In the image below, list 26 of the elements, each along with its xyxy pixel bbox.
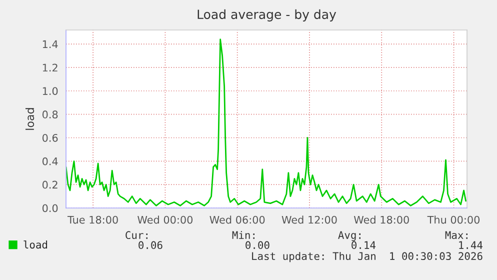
x-tick-label: Wed 06:00 xyxy=(210,216,265,224)
y-tick-label: 1.4 xyxy=(42,40,58,48)
text: Cur: xyxy=(126,231,148,240)
y-tick-label: 0.2 xyxy=(42,180,58,189)
x-tick-label: Wed 00:00 xyxy=(138,216,193,224)
text: 0.00 xyxy=(246,241,270,250)
text: 0.14 xyxy=(352,241,376,250)
legend-label: load xyxy=(24,240,48,249)
y-tick-label: 1.2 xyxy=(42,64,58,72)
y-tick-label: 0.4 xyxy=(42,157,58,166)
x-tick-label: Wed 12:00 xyxy=(282,216,337,224)
x-tick-label: Thu 00:00 xyxy=(427,216,480,224)
y-tick-label: 0.8 xyxy=(42,110,58,118)
y-tick-label: 0.0 xyxy=(42,204,58,212)
x-tick-label: Wed 18:00 xyxy=(354,216,409,224)
text: Last update: Thu Jan 1 00:30:03 2026 xyxy=(252,252,482,262)
text: Min: xyxy=(232,230,254,239)
text: Max: xyxy=(445,231,468,240)
text: 0.06 xyxy=(138,241,162,250)
text: 1.44 xyxy=(459,241,483,249)
y-tick-label: 1.0 xyxy=(42,87,58,95)
y-axis-title: load xyxy=(25,108,34,130)
text: Avg: xyxy=(338,231,360,242)
x-tick-label: Tue 18:00 xyxy=(67,216,118,224)
chart-title: Load average - by day xyxy=(198,9,336,22)
y-tick-label: 0.6 xyxy=(42,134,58,142)
